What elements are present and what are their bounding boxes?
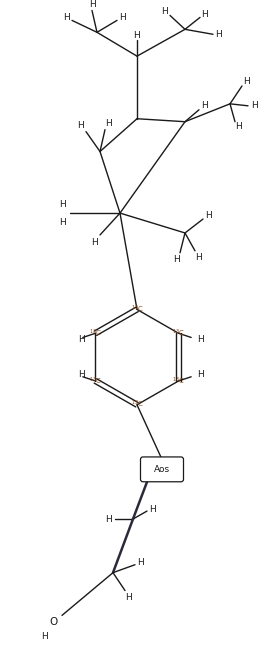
Text: H: H (78, 335, 85, 344)
Text: H: H (125, 593, 132, 602)
Text: H: H (251, 101, 257, 111)
Text: H: H (63, 13, 69, 22)
Text: H: H (202, 10, 208, 19)
Text: H: H (173, 255, 179, 264)
Text: H: H (196, 253, 202, 262)
Text: $^{13}$C: $^{13}$C (89, 328, 102, 339)
Text: H: H (202, 101, 208, 111)
Text: O: O (50, 617, 58, 627)
Text: $^{13}$C: $^{13}$C (89, 375, 102, 387)
Text: H: H (236, 122, 242, 131)
Text: H: H (138, 558, 144, 567)
Text: H: H (41, 632, 47, 641)
Text: H: H (150, 505, 156, 514)
Text: $^{13}$C: $^{13}$C (130, 304, 144, 315)
Text: H: H (244, 78, 250, 86)
Text: H: H (59, 200, 65, 208)
Text: $^{13}$C: $^{13}$C (172, 328, 185, 339)
Text: H: H (197, 335, 204, 344)
Text: H: H (78, 121, 84, 130)
Text: Aos: Aos (154, 465, 170, 474)
Text: H: H (89, 0, 95, 9)
Text: H: H (206, 210, 212, 220)
Text: H: H (134, 31, 140, 40)
Text: $^{13}$C: $^{13}$C (172, 375, 185, 387)
Text: H: H (162, 7, 169, 16)
Text: H: H (105, 119, 111, 128)
Text: H: H (197, 371, 204, 379)
Text: H: H (105, 515, 112, 523)
Text: $^{13}$C: $^{13}$C (130, 399, 144, 411)
Text: H: H (78, 371, 85, 379)
Text: H: H (92, 239, 98, 247)
Text: H: H (216, 29, 222, 39)
FancyBboxPatch shape (141, 457, 184, 482)
Text: H: H (119, 13, 125, 22)
Text: H: H (59, 218, 65, 226)
